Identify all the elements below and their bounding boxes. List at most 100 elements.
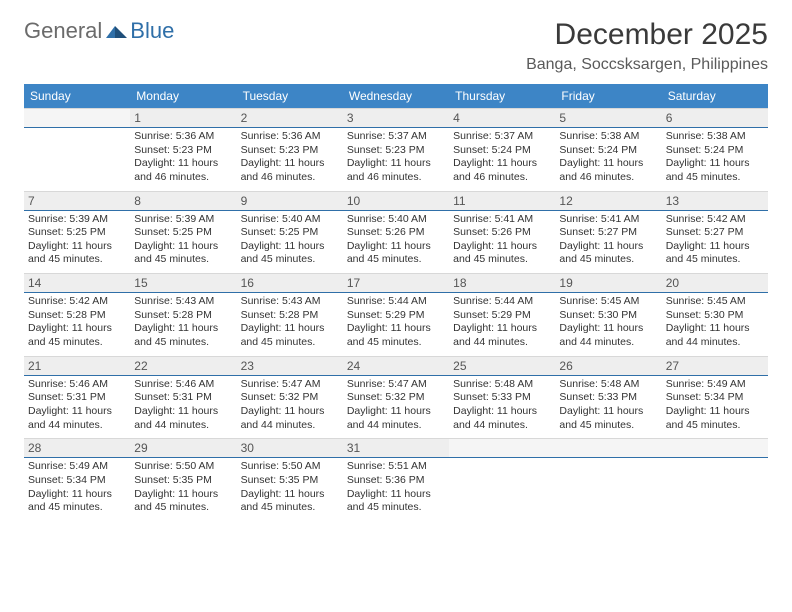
- daylight-text: Daylight: 11 hours and 46 minutes.: [453, 157, 551, 184]
- day-header-thursday: Thursday: [449, 84, 555, 108]
- day-number: 2: [237, 108, 343, 127]
- day-cell: Sunrise: 5:51 AMSunset: 5:36 PMDaylight:…: [343, 460, 449, 521]
- day-number: [449, 438, 555, 457]
- daylight-text: Daylight: 11 hours and 45 minutes.: [453, 240, 551, 267]
- sunset-text: Sunset: 5:34 PM: [28, 474, 126, 488]
- sunset-text: Sunset: 5:33 PM: [453, 391, 551, 405]
- sunset-text: Sunset: 5:24 PM: [666, 144, 764, 158]
- calendar-page: General Blue December 2025 Banga, Soccsk…: [0, 0, 792, 521]
- sunset-text: Sunset: 5:32 PM: [347, 391, 445, 405]
- week-row: Sunrise: 5:42 AM Sunset: 5:28 PM Daylight:…: [24, 295, 768, 356]
- day-number: 3: [343, 108, 449, 127]
- day-cell: Sunrise: 5:40 AMSunset: 5:25 PMDaylight:…: [237, 213, 343, 274]
- sunrise-text: Sunrise: 5:47 AM: [347, 378, 445, 392]
- daylight-text: Daylight: 11 hours and 45 minutes.: [134, 240, 232, 267]
- daylight-text: Daylight: 11 hours and 46 minutes.: [241, 157, 339, 184]
- daylight-text: Daylight: 11 hours and 45 minutes.: [28, 240, 126, 267]
- day-cell: Sunrise: 5:49 AMSunset: 5:34 PMDaylight:…: [24, 460, 130, 521]
- month-title: December 2025: [526, 18, 768, 52]
- sunset-text: Sunset: 5:31 PM: [28, 391, 126, 405]
- day-cell: Sunrise: 5:47 AMSunset: 5:32 PMDaylight:…: [343, 378, 449, 439]
- day-number: 22: [130, 356, 236, 375]
- sunset-text: Sunset: 5:24 PM: [559, 144, 657, 158]
- sunrise-text: Sunrise: 5:41 AM: [559, 213, 657, 227]
- sunset-text: Sunset: 5:35 PM: [134, 474, 232, 488]
- sunrise-text: Sunrise: 5:44 AM: [347, 295, 445, 309]
- day-number: 27: [662, 356, 768, 375]
- title-block: December 2025 Banga, Soccsksargen, Phili…: [526, 18, 768, 74]
- sunset-text: Sunset: 5:28 PM: [241, 309, 339, 323]
- day-cell: Sunrise: 5:40 AMSunset: 5:26 PMDaylight:…: [343, 213, 449, 274]
- sunrise-text: Sunrise: 5:45 AM: [559, 295, 657, 309]
- daylight-text: Daylight: 11 hours and 46 minutes.: [559, 157, 657, 184]
- day-number: 26: [555, 356, 661, 375]
- daylight-text: Daylight: 11 hours and 44 minutes.: [559, 322, 657, 349]
- daylight-text: Daylight: 11 hours and 44 minutes.: [347, 405, 445, 432]
- day-number: 21: [24, 356, 130, 375]
- day-cell: Sunrise: 5:37 AMSunset: 5:23 PMDaylight:…: [343, 130, 449, 191]
- sunset-text: Sunset: 5:24 PM: [453, 144, 551, 158]
- sunrise-text: Sunrise: 5:48 AM: [559, 378, 657, 392]
- day-cell: Sunrise: 5:42 AMSunset: 5:27 PMDaylight:…: [662, 213, 768, 274]
- sunrise-text: Sunrise: 5:50 AM: [241, 460, 339, 474]
- sunset-text: Sunset: 5:30 PM: [666, 309, 764, 323]
- day-header-saturday: Saturday: [662, 84, 768, 108]
- day-number: 25: [449, 356, 555, 375]
- sunrise-text: Sunrise: 5:36 AM: [134, 130, 232, 144]
- sunrise-text: Sunrise: 5:39 AM: [134, 213, 232, 227]
- daylight-text: Daylight: 11 hours and 45 minutes.: [347, 240, 445, 267]
- day-number: 1: [130, 108, 236, 127]
- sunrise-text: Sunrise: 5:43 AM: [134, 295, 232, 309]
- day-number: 14: [24, 273, 130, 292]
- day-cell: Sunrise: 5:36 AMSunset: 5:23 PMDaylight:…: [130, 130, 236, 191]
- sunrise-text: Sunrise: 5:42 AM: [28, 295, 126, 309]
- sunset-text: Sunset: 5:23 PM: [134, 144, 232, 158]
- sunset-text: Sunset: 5:27 PM: [666, 226, 764, 240]
- sunrise-text: Sunrise: 5:46 AM: [28, 378, 126, 392]
- day-cell: [449, 460, 555, 521]
- sunrise-text: Sunrise: 5:45 AM: [666, 295, 764, 309]
- daylight-text: Daylight: 11 hours and 45 minutes.: [666, 157, 764, 184]
- day-cell: [555, 460, 661, 521]
- daylight-text: Daylight: 11 hours and 44 minutes.: [134, 405, 232, 432]
- sunset-text: Sunset: 5:35 PM: [241, 474, 339, 488]
- week-row: Sunrise: 5:49 AMSunset: 5:34 PMDaylight:…: [24, 460, 768, 521]
- sunrise-text: Sunrise: 5:49 AM: [666, 378, 764, 392]
- week-row: Sunrise: 5:36 AMSunset: 5:23 PMDaylight:…: [24, 130, 768, 191]
- day-cell: Sunrise: 5:43 AMSunset: 5:28 PMDaylight:…: [237, 295, 343, 356]
- logo-text-blue: Blue: [130, 18, 174, 44]
- sunrise-text: Sunrise: 5:36 AM: [241, 130, 339, 144]
- sunset-text: Sunset: 5:25 PM: [241, 226, 339, 240]
- daylight-text: Daylight: 11 hours and 45 minutes.: [241, 240, 339, 267]
- day-header-friday: Friday: [555, 84, 661, 108]
- sunset-text: Sunset: 5:23 PM: [347, 144, 445, 158]
- daylight-text: Daylight: 11 hours and 45 minutes.: [28, 488, 126, 515]
- sunset-text: Sunset: 5:33 PM: [559, 391, 657, 405]
- day-cell: Sunrise: 5:45 AMSunset: 5:30 PMDaylight:…: [555, 295, 661, 356]
- daylight-text: Daylight: 11 hours and 44 minutes.: [453, 322, 551, 349]
- day-cell: [662, 460, 768, 521]
- sunrise-text: Sunrise: 5:37 AM: [347, 130, 445, 144]
- daylight-text: Daylight: 11 hours and 45 minutes.: [28, 322, 126, 349]
- sunset-text: Sunset: 5:26 PM: [453, 226, 551, 240]
- calendar-grid: SundayMondayTuesdayWednesdayThursdayFrid…: [24, 84, 768, 521]
- daylight-text: Daylight: 11 hours and 45 minutes.: [559, 240, 657, 267]
- sunrise-text: Sunrise: 5:40 AM: [241, 213, 339, 227]
- day-header-row: SundayMondayTuesdayWednesdayThursdayFrid…: [24, 84, 768, 108]
- daylight-text: Daylight: 11 hours and 45 minutes.: [559, 405, 657, 432]
- day-number: 6: [662, 108, 768, 127]
- day-cell: Sunrise: 5:43 AMSunset: 5:28 PMDaylight:…: [130, 295, 236, 356]
- sunset-text: Sunset: 5:34 PM: [666, 391, 764, 405]
- day-cell: [24, 130, 130, 191]
- week-row: Sunrise: 5:39 AMSunset: 5:25 PMDaylight:…: [24, 213, 768, 274]
- day-cell: Sunrise: 5:38 AMSunset: 5:24 PMDaylight:…: [555, 130, 661, 191]
- day-cell: Sunrise: 5:48 AMSunset: 5:33 PMDaylight:…: [449, 378, 555, 439]
- day-cell: Sunrise: 5:50 AMSunset: 5:35 PMDaylight:…: [130, 460, 236, 521]
- day-cell: Sunrise: 5:38 AMSunset: 5:24 PMDaylight:…: [662, 130, 768, 191]
- day-number: 12: [555, 191, 661, 210]
- daylight-text: Daylight: 11 hours and 45 minutes.: [347, 322, 445, 349]
- daylight-text: Daylight: 11 hours and 45 minutes.: [347, 488, 445, 515]
- day-number: 23: [237, 356, 343, 375]
- day-number: 28: [24, 438, 130, 457]
- daylight-text: Daylight: 11 hours and 46 minutes.: [347, 157, 445, 184]
